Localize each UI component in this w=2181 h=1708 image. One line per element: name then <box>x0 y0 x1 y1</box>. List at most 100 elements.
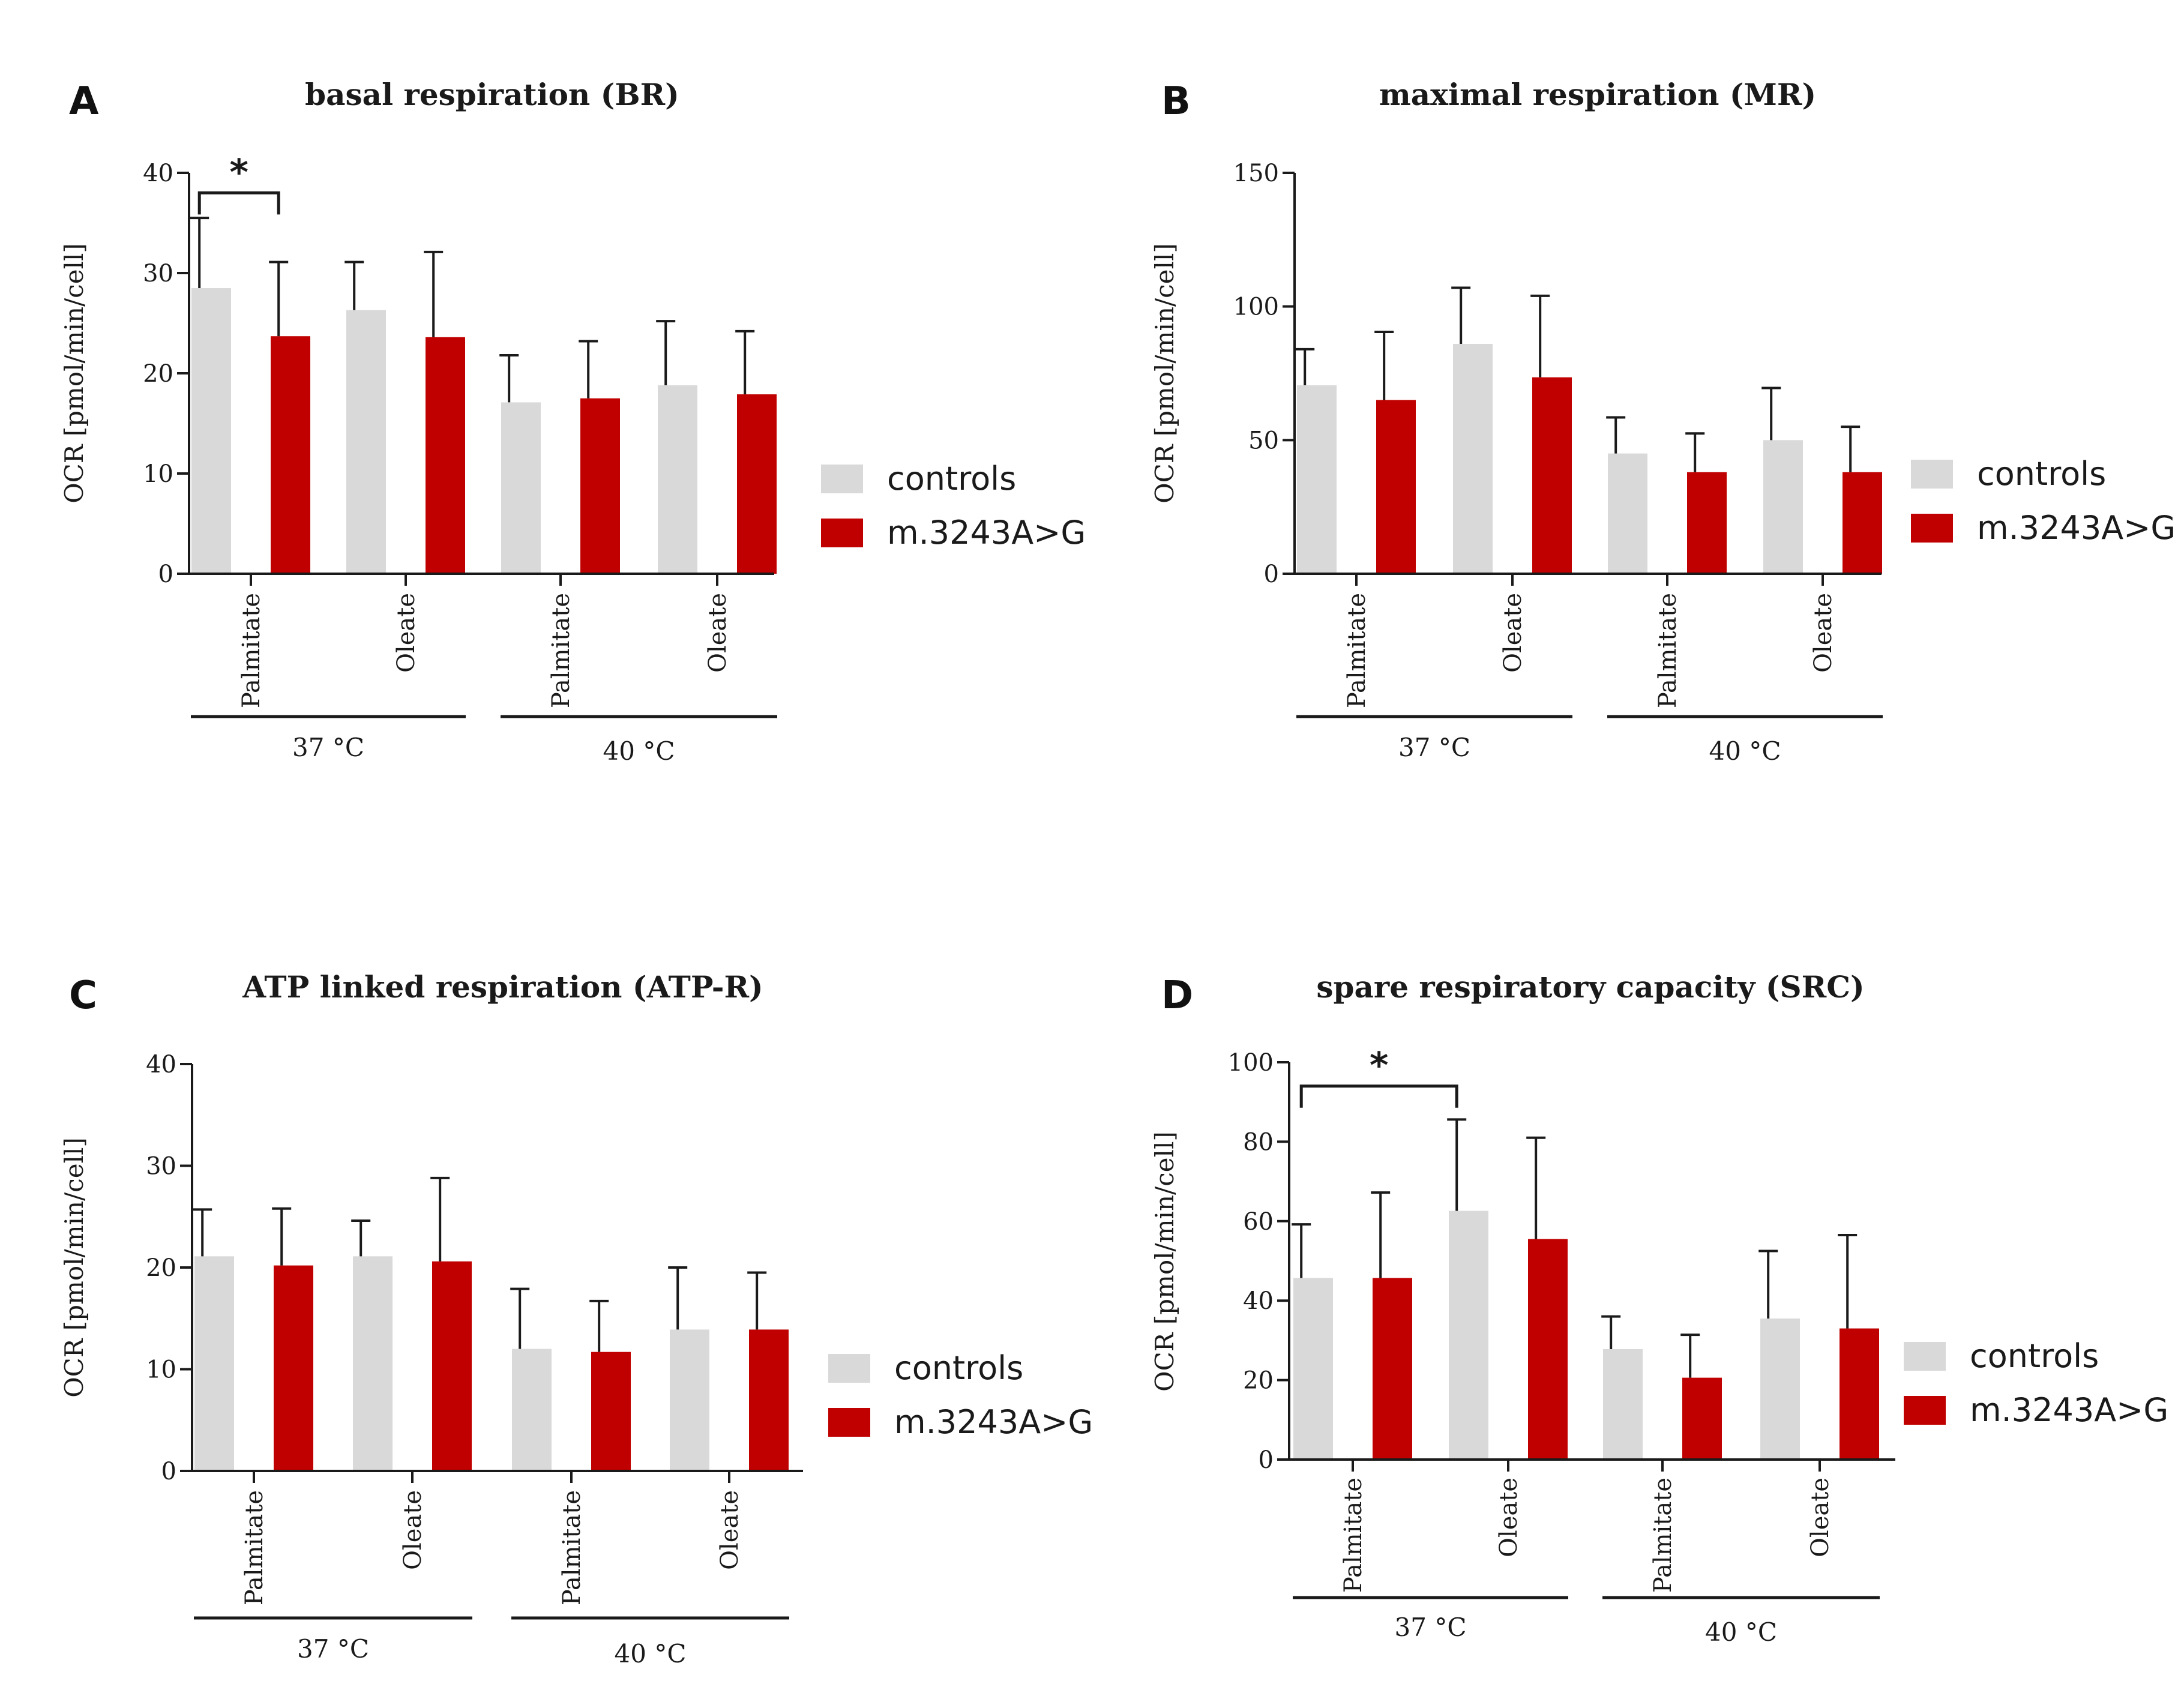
y-tick-label: 0 <box>1259 1446 1274 1474</box>
x-category-label: Palmitate <box>547 593 575 708</box>
x-category-label: Oleate <box>399 1490 427 1570</box>
panel-letter: A <box>69 79 99 124</box>
bar-mutant-3 <box>1840 1328 1879 1460</box>
bar-mutant-0 <box>271 336 310 574</box>
y-tick-label: 30 <box>146 1153 176 1180</box>
legend-label-controls: controls <box>1977 455 2106 493</box>
y-tick-label: 150 <box>1233 160 1279 187</box>
panel-c: C ATP linked respiration (ATP-R) 0 10 20 30 40… <box>59 969 1093 1668</box>
panel-title: basal respiration (BR) <box>305 77 679 112</box>
group-label: 37 °C <box>1395 1613 1467 1642</box>
bar-mutant-3 <box>749 1329 789 1471</box>
legend-label-controls: controls <box>894 1349 1023 1387</box>
y-tick-label: 0 <box>158 561 173 588</box>
bar-controls-1 <box>346 310 386 574</box>
panel-letter: B <box>1161 79 1191 124</box>
bar-mutant-2 <box>591 1352 631 1471</box>
bar-mutant-1 <box>426 337 465 574</box>
legend-label-mutant: m.3243A>G <box>887 514 1086 552</box>
y-tick-label: 100 <box>1228 1049 1274 1077</box>
y-tick-label: 0 <box>161 1458 176 1485</box>
panel-title: spare respiratory capacity (SRC) <box>1316 969 1864 1005</box>
legend-label-controls: controls <box>1970 1337 2099 1375</box>
x-category-label: Palmitate <box>241 1490 268 1605</box>
significance-star: * <box>1370 1045 1388 1087</box>
x-category-label: Oleate <box>393 593 420 673</box>
x-category-label: Palmitate <box>1649 1478 1677 1593</box>
legend-label-mutant: m.3243A>G <box>1970 1391 2168 1429</box>
significance-bracket <box>1299 1084 1458 1108</box>
bar-mutant-2 <box>1687 472 1727 574</box>
x-category-label: Palmitate <box>558 1490 586 1605</box>
y-tick-label: 40 <box>143 160 173 187</box>
bar-controls-0 <box>1297 385 1337 574</box>
group-label: 40 °C <box>1705 1617 1777 1647</box>
x-category-label: Oleate <box>1499 593 1527 673</box>
bar-controls-2 <box>1608 453 1647 574</box>
bar-mutant-1 <box>432 1261 472 1471</box>
panel-title: ATP linked respiration (ATP-R) <box>242 969 763 1005</box>
y-tick-label: 20 <box>143 360 173 388</box>
y-tick-label: 20 <box>1243 1367 1274 1395</box>
legend-swatch-controls <box>828 1354 870 1383</box>
group-label: 37 °C <box>1398 733 1470 762</box>
x-category-label: Oleate <box>716 1490 744 1570</box>
significance-star: * <box>230 151 248 193</box>
significance-bracket <box>197 191 280 215</box>
y-tick-label: 40 <box>1243 1287 1274 1315</box>
group-label: 40 °C <box>603 736 675 766</box>
legend-swatch-mutant <box>828 1408 870 1437</box>
y-tick-label: 0 <box>1264 561 1279 588</box>
bar-mutant-1 <box>1532 377 1572 574</box>
bar-mutant-1 <box>1528 1239 1568 1460</box>
x-category-label: Palmitate <box>238 593 265 708</box>
bar-mutant-0 <box>274 1265 313 1471</box>
bar-mutant-0 <box>1373 1278 1412 1460</box>
y-axis-label: OCR [pmol/min/cell] <box>59 1137 89 1398</box>
bar-mutant-3 <box>737 394 777 574</box>
bar-controls-3 <box>670 1329 709 1471</box>
bar-mutant-0 <box>1376 400 1416 574</box>
bar-controls-2 <box>501 402 541 574</box>
y-axis-label: OCR [pmol/min/cell] <box>1150 1131 1179 1392</box>
y-tick-label: 50 <box>1248 427 1279 454</box>
legend-swatch-controls <box>821 465 863 493</box>
bar-mutant-2 <box>580 398 620 574</box>
legend-swatch-mutant <box>821 519 863 547</box>
x-category-label: Palmitate <box>1654 593 1682 708</box>
y-tick-label: 30 <box>143 260 173 287</box>
bar-controls-1 <box>353 1256 393 1471</box>
bar-controls-1 <box>1453 344 1493 574</box>
group-label: 37 °C <box>292 733 364 762</box>
x-category-label: Palmitate <box>1340 1478 1367 1593</box>
group-label: 37 °C <box>297 1634 369 1664</box>
bar-controls-1 <box>1449 1210 1488 1460</box>
bar-controls-2 <box>1603 1349 1643 1460</box>
legend-swatch-controls <box>1904 1342 1946 1371</box>
legend-swatch-mutant <box>1911 514 1953 543</box>
bar-controls-0 <box>1293 1278 1333 1460</box>
bar-mutant-2 <box>1682 1377 1722 1460</box>
y-tick-label: 60 <box>1243 1208 1274 1236</box>
bar-controls-0 <box>191 288 231 574</box>
group-label: 40 °C <box>615 1639 687 1668</box>
bar-controls-0 <box>194 1256 234 1471</box>
bar-controls-2 <box>512 1349 552 1471</box>
bar-controls-3 <box>1763 440 1803 574</box>
y-tick-label: 20 <box>146 1254 176 1282</box>
bar-mutant-3 <box>1843 472 1882 574</box>
legend-swatch-mutant <box>1904 1396 1946 1425</box>
bar-controls-3 <box>658 385 697 574</box>
y-axis-label: OCR [pmol/min/cell] <box>1150 243 1179 504</box>
y-axis-label: OCR [pmol/min/cell] <box>59 243 89 504</box>
group-label: 40 °C <box>1709 736 1781 766</box>
x-category-label: Oleate <box>1809 593 1837 673</box>
x-category-label: Oleate <box>1806 1478 1834 1557</box>
legend-label-controls: controls <box>887 460 1016 498</box>
panel-letter: C <box>69 973 97 1018</box>
x-category-label: Palmitate <box>1343 593 1371 708</box>
